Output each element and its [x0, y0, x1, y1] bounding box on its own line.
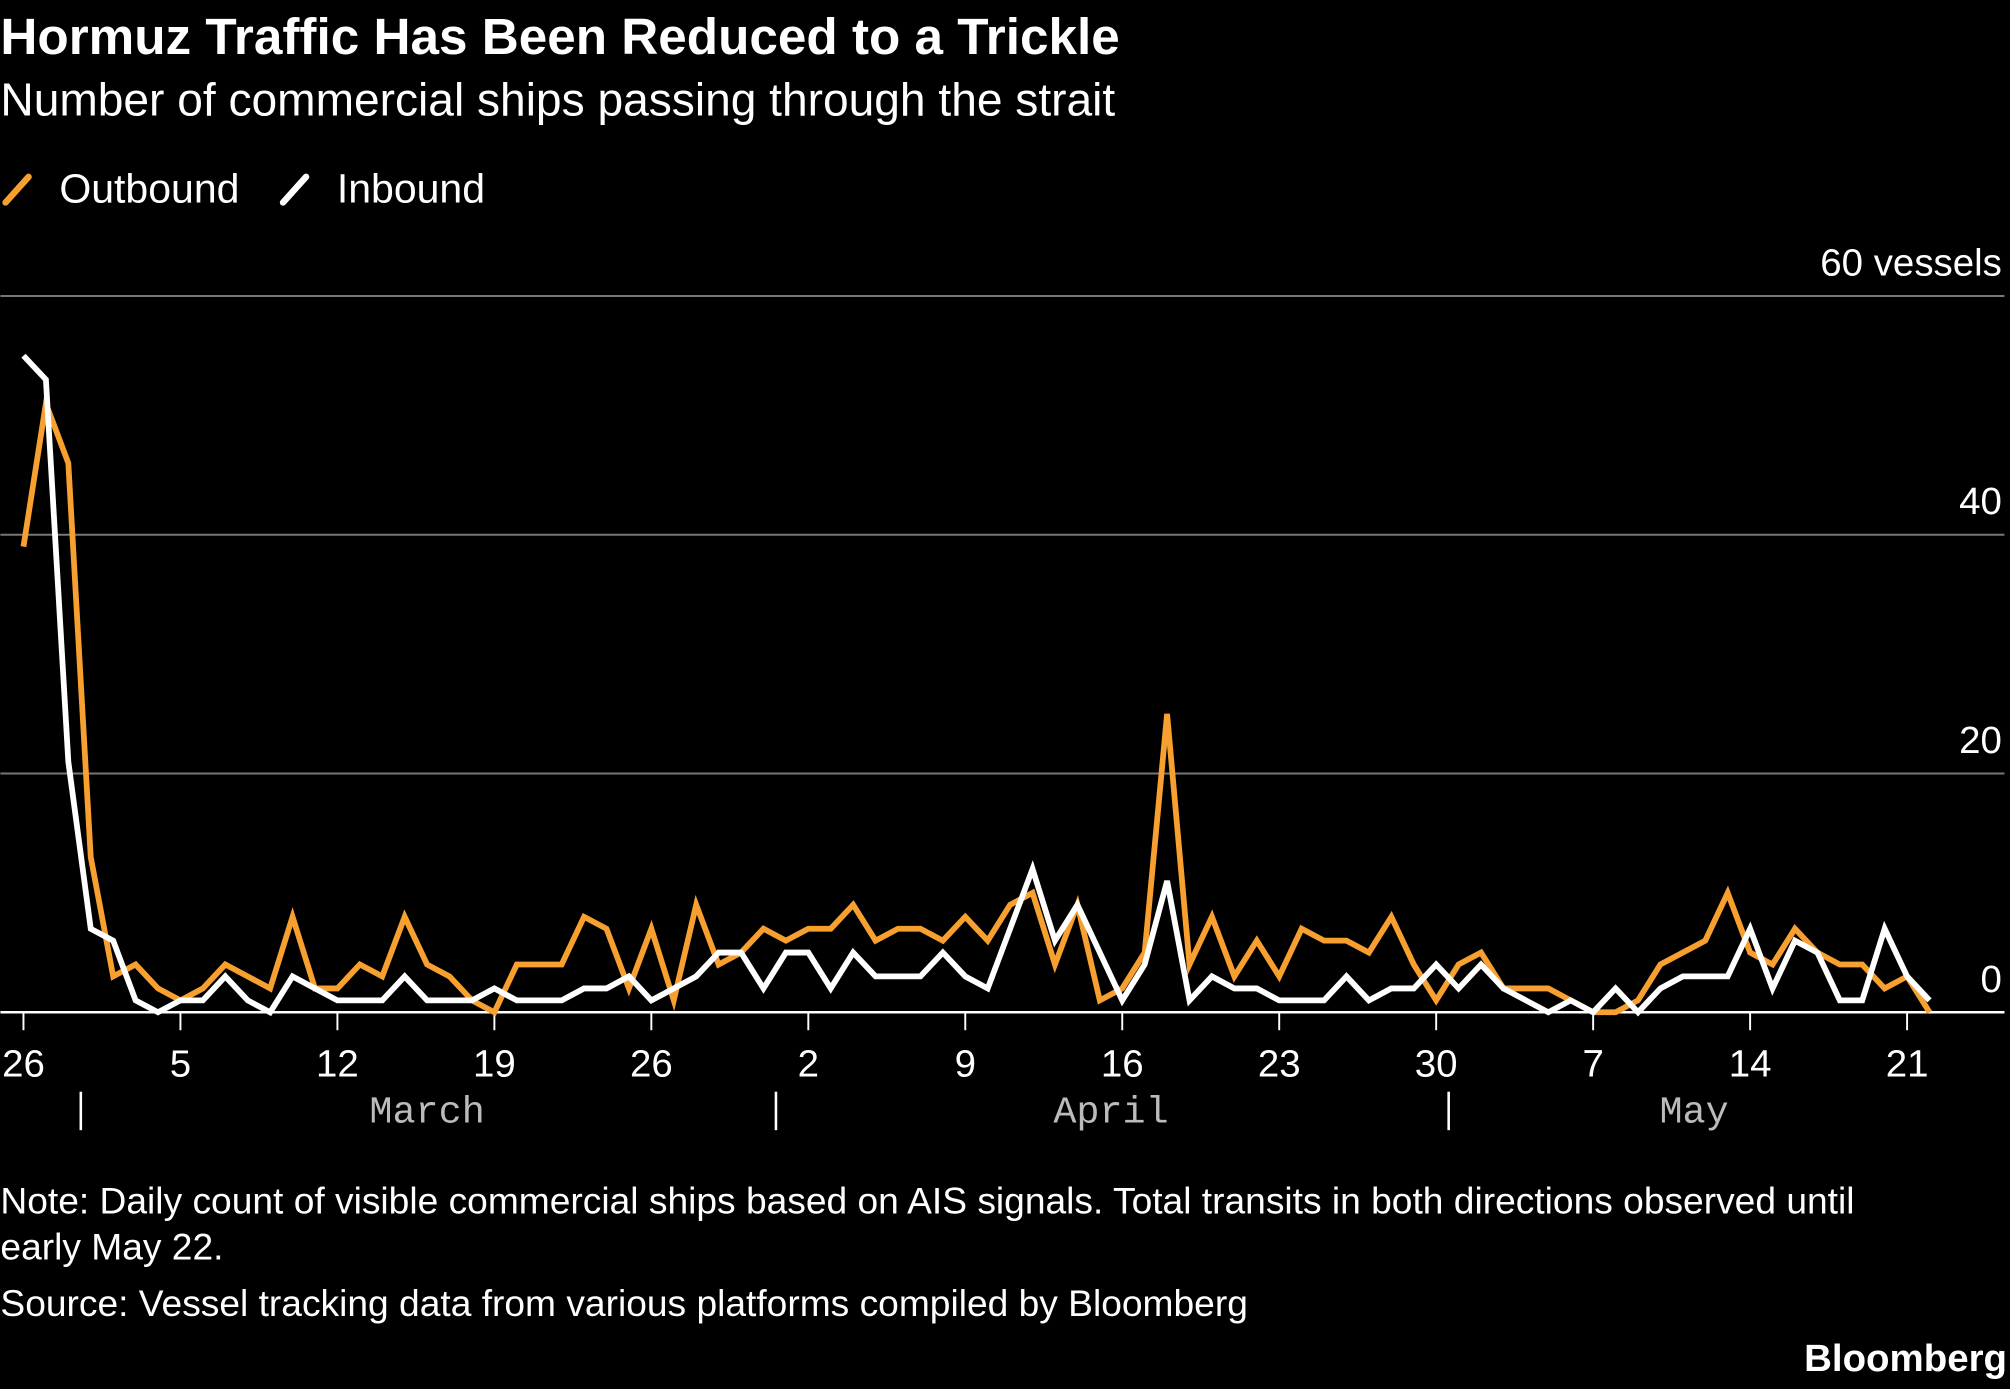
y-tick-label: 40 [1959, 480, 2002, 523]
chart-subtitle: Number of commercial ships passing throu… [0, 73, 1115, 125]
x-tick-label: 19 [473, 1042, 516, 1085]
month-label: April [1053, 1090, 1168, 1134]
x-tick-label: 14 [1729, 1042, 1772, 1085]
footnotes: Note: Daily count of visible commercial … [0, 1179, 1909, 1328]
x-tick-label: 5 [170, 1042, 191, 1085]
x-tick-label: 16 [1101, 1042, 1144, 1085]
legend-label: Outbound [59, 165, 239, 211]
footnote-block: Note: Daily count of visible commercial … [0, 1179, 1909, 1328]
x-tick-label: 26 [2, 1042, 45, 1085]
chart-title: Hormuz Traffic Has Been Reduced to a Tri… [0, 8, 1119, 65]
brand: Bloomberg [1804, 1337, 2007, 1380]
y-tick-label: 60 vessels [1820, 241, 2002, 284]
series-line [21, 353, 1932, 1017]
x-tick-label: 21 [1886, 1042, 1929, 1085]
x-tick-label: 7 [1582, 1042, 1603, 1085]
x-tick-label: 30 [1415, 1042, 1458, 1085]
x-tick-label: 9 [955, 1042, 976, 1085]
legend-swatch [279, 173, 310, 206]
month-label: May [1659, 1090, 1728, 1134]
x-tick-label: 2 [798, 1042, 819, 1085]
y-tick-label: 20 [1959, 719, 2002, 762]
month-label: March [369, 1090, 484, 1134]
note: Note: Daily count of visible commercial … [0, 1181, 1855, 1269]
legend-label: Inbound [337, 165, 485, 211]
x-tick-label: 12 [316, 1042, 359, 1085]
x-tick-label: 26 [630, 1042, 673, 1085]
legend-swatch [2, 173, 32, 206]
source: Source: Vessel tracking data from variou… [0, 1283, 1248, 1325]
x-tick-label: 23 [1258, 1042, 1301, 1085]
series-line [20, 392, 1932, 1017]
y-tick-label: 0 [1981, 958, 2002, 1001]
